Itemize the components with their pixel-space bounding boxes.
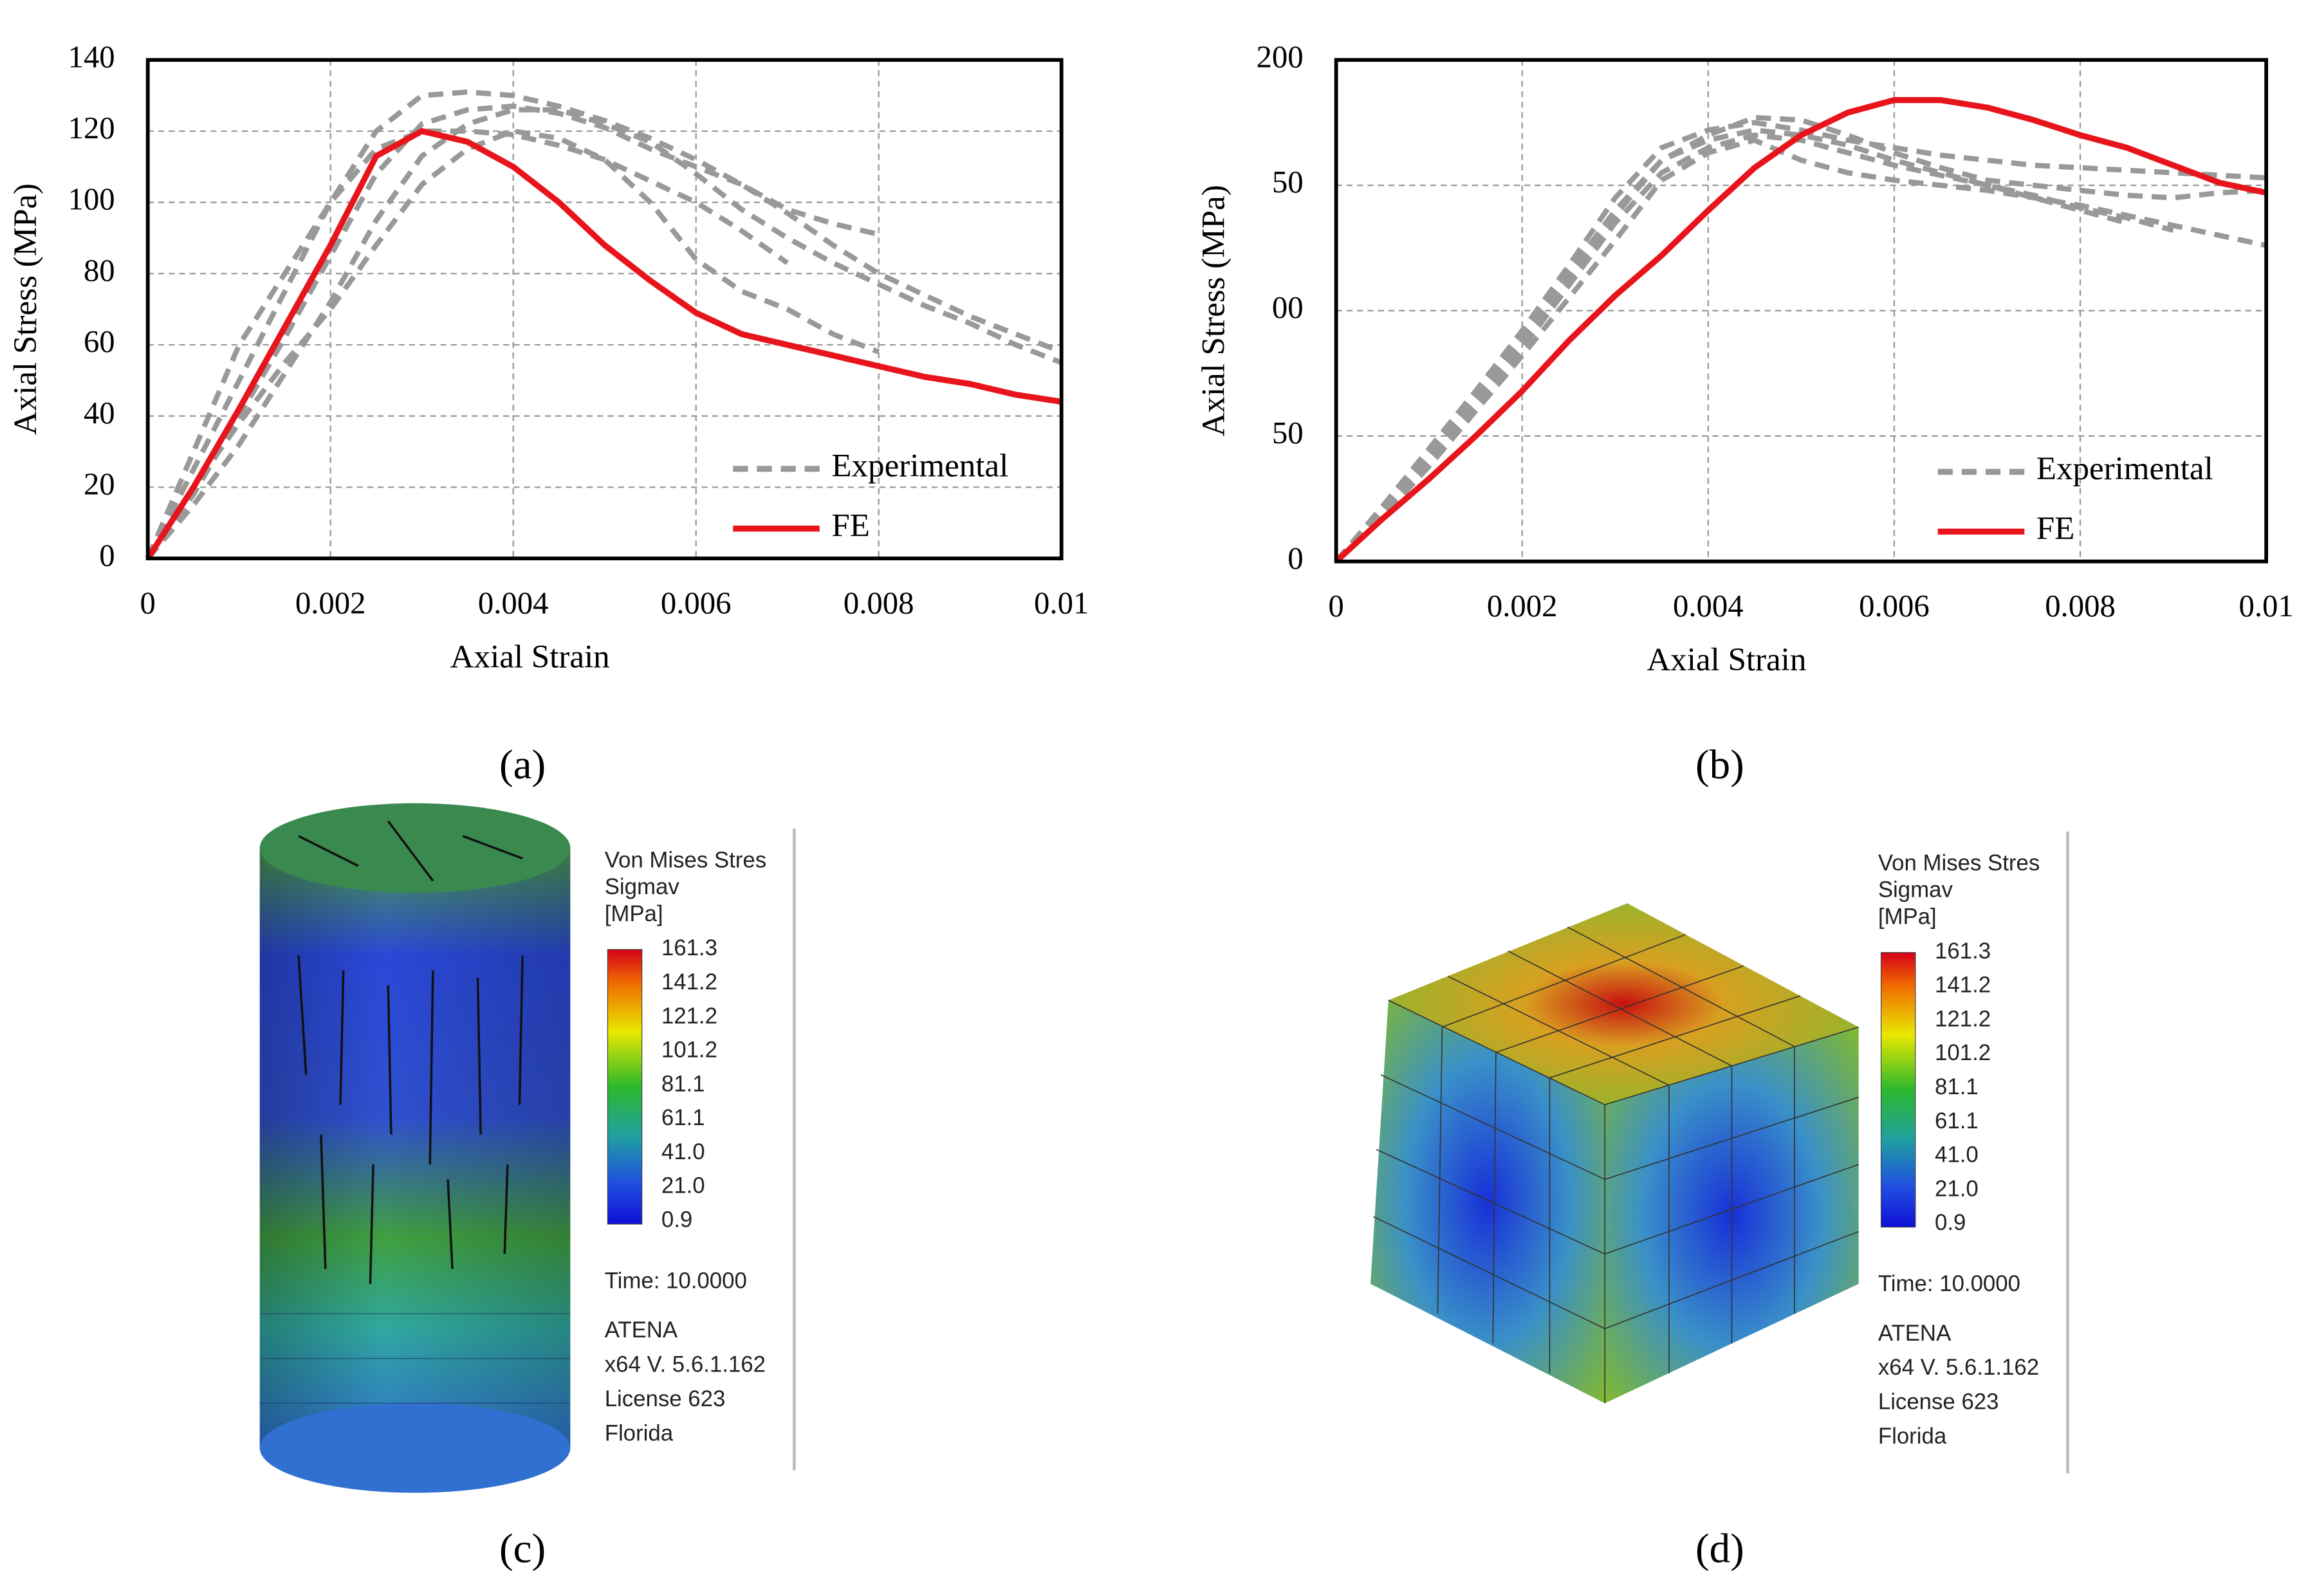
y-tick-label: 200 (1256, 39, 1303, 74)
caption: (a) (499, 742, 546, 788)
caption: (c) (499, 1525, 546, 1572)
legend-text: [MPa] (1878, 904, 1937, 929)
data-line (145, 104, 880, 560)
y-tick-label: 20 (84, 467, 115, 502)
y-tick-label: 0 (1288, 541, 1303, 576)
legend-label: FE (831, 508, 870, 544)
legend-text: Von Mises Stres (1878, 850, 2040, 876)
legend-text: 61.1 (661, 1105, 705, 1130)
data-line (1334, 96, 2267, 564)
cube-model (1370, 903, 1859, 1404)
legend-label: FE (2036, 511, 2075, 547)
x-tick-label: 0.01 (1034, 586, 1089, 621)
legend-text: 81.1 (1935, 1074, 1979, 1099)
legend-text: Florida (605, 1420, 674, 1445)
legend-label: Experimental (2036, 451, 2213, 487)
x-tick-label: 0.004 (1673, 589, 1744, 623)
x-tick-label: 0.004 (478, 586, 549, 621)
y-axis-label: Axial Stress (MPa) (1196, 185, 1232, 436)
legend-text: ATENA (1878, 1321, 1952, 1346)
legend-text: 161.3 (1935, 939, 1991, 964)
data-line (145, 107, 1063, 560)
data-line (1334, 115, 2267, 564)
caption: (b) (1695, 742, 1744, 788)
x-axis-label: Axial Strain (1647, 642, 1806, 678)
legend-text: 21.0 (661, 1173, 705, 1198)
y-tick-label: 100 (68, 182, 115, 217)
y-axis-label: Axial Stress (MPa) (8, 183, 44, 435)
data-line (1334, 137, 2267, 564)
legend-text: 61.1 (1935, 1108, 1979, 1133)
y-tick-label: 00 (1272, 290, 1304, 325)
caption: (d) (1695, 1525, 1744, 1572)
legend-text: 141.2 (661, 969, 717, 995)
data-line (1334, 133, 2174, 564)
legend-text: Time: 10.0000 (605, 1269, 747, 1294)
y-tick-label: 50 (1272, 165, 1304, 199)
legend-text: 161.3 (661, 935, 717, 960)
legend-text: Sigmav (1878, 877, 1953, 903)
legend-text: 121.2 (661, 1004, 717, 1029)
data-line (145, 89, 1063, 560)
data-line (145, 128, 1062, 560)
legend-text: License 623 (1878, 1390, 1999, 1415)
chart: 0 0.002 0.004 0.006 0.008 0.01 0 50 00 50 200 Axial… (1196, 39, 2294, 788)
y-tick-label: 140 (68, 39, 115, 74)
plot-frame (145, 58, 1064, 561)
legend-label: Experimental (831, 448, 1008, 484)
y-tick-label: 40 (84, 396, 115, 430)
chart: 0 0.002 0.004 0.006 0.008 0.01 0 20 40 60 80 100 120… (8, 39, 1089, 788)
data-line (1334, 120, 2267, 564)
x-tick-label: 0 (1328, 589, 1343, 623)
plot-frame (1334, 58, 2269, 564)
x-tick-label: 0.006 (661, 586, 732, 621)
legend-text: [MPa] (605, 901, 663, 926)
legend-text: 121.2 (1935, 1006, 1991, 1031)
color-bar (1880, 952, 1916, 1228)
x-tick-label: 0 (140, 586, 156, 621)
legend-text: Time: 10.0000 (1878, 1271, 2020, 1296)
y-tick-label: 120 (68, 111, 115, 145)
x-tick-label: 0.01 (2239, 589, 2293, 623)
color-bar (607, 949, 643, 1225)
legend-text: 41.0 (661, 1139, 705, 1164)
cylinder-model (259, 803, 571, 1493)
legend-text: 0.9 (1935, 1210, 1966, 1235)
y-tick-label: 0 (99, 538, 115, 573)
legend-text: x64 V. 5.6.1.162 (605, 1352, 766, 1377)
legend-text: 81.1 (661, 1071, 705, 1096)
x-tick-label: 0.008 (844, 586, 914, 621)
y-tick-label: 80 (84, 253, 115, 288)
legend-text: 21.0 (1935, 1176, 1979, 1201)
legend-text: 141.2 (1935, 973, 1991, 998)
legend-text: Sigmav (605, 874, 680, 899)
legend-text: 41.0 (1935, 1142, 1979, 1168)
data-line (145, 128, 789, 560)
legend-text: x64 V. 5.6.1.162 (1878, 1355, 2039, 1380)
y-tick-label: 60 (84, 324, 115, 359)
data-line (1334, 127, 2128, 564)
legend-text: License 623 (605, 1386, 726, 1411)
x-axis-label: Axial Strain (450, 639, 610, 675)
y-tick-label: 50 (1272, 416, 1304, 450)
legend-text: 0.9 (661, 1207, 692, 1232)
legend-text: Florida (1878, 1424, 1947, 1449)
legend-text: Von Mises Stres (605, 847, 766, 872)
x-tick-label: 0.002 (1487, 589, 1558, 623)
legend-text: 101.2 (1935, 1040, 1991, 1065)
x-tick-label: 0.002 (295, 586, 366, 621)
x-tick-label: 0.008 (2045, 589, 2116, 623)
legend-text: 101.2 (661, 1038, 717, 1063)
legend-text: ATENA (605, 1317, 678, 1343)
x-tick-label: 0.006 (1859, 589, 1930, 623)
